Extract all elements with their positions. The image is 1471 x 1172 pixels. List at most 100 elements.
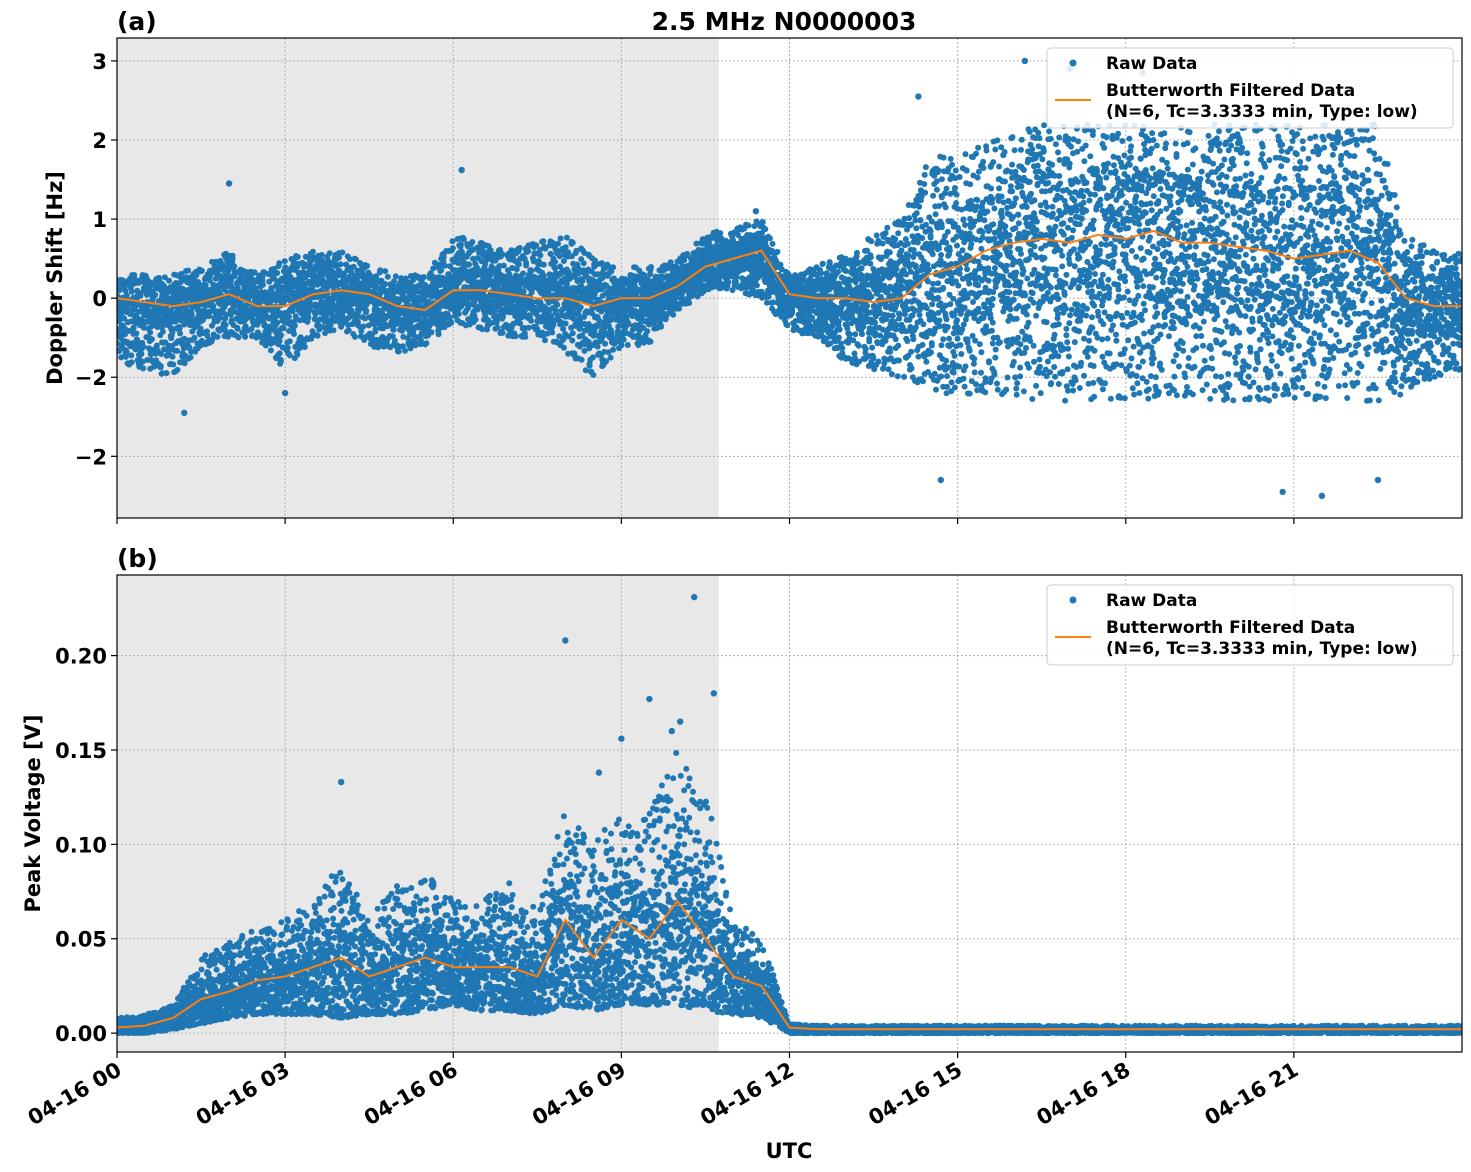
raw-data-point xyxy=(223,311,230,318)
raw-data-point xyxy=(402,347,408,354)
raw-data-point xyxy=(140,365,147,372)
raw-data-point xyxy=(186,344,193,351)
raw-data-point xyxy=(339,249,346,256)
raw-data-point xyxy=(128,288,135,295)
raw-data-point xyxy=(610,346,617,353)
raw-data-point xyxy=(286,338,293,345)
raw-data-point xyxy=(469,239,476,245)
raw-data-point xyxy=(809,314,815,321)
raw-data-point xyxy=(348,269,355,276)
raw-data-point xyxy=(557,235,564,242)
raw-data-point xyxy=(157,362,164,369)
raw-data-point xyxy=(291,257,297,264)
raw-data-point xyxy=(169,329,176,336)
raw-data-point xyxy=(647,338,654,345)
raw-data-point xyxy=(277,291,284,298)
raw-data-point xyxy=(540,238,547,245)
raw-data-point xyxy=(717,230,724,237)
y-tick-label: 3 xyxy=(92,50,107,74)
raw-data-point xyxy=(138,351,145,357)
raw-data-point xyxy=(305,314,312,321)
raw-data-point xyxy=(449,238,456,245)
raw-data-point xyxy=(169,353,176,360)
raw-data-point xyxy=(140,324,147,331)
raw-data-point xyxy=(291,331,297,337)
raw-data-point xyxy=(193,271,200,278)
raw-data-point xyxy=(438,267,445,274)
raw-data-point xyxy=(123,292,130,299)
raw-data-point xyxy=(523,262,530,269)
raw-data-point xyxy=(286,352,293,359)
raw-data-point xyxy=(309,328,316,335)
raw-data-point xyxy=(658,323,665,330)
raw-data-point xyxy=(222,322,229,328)
y-tick-label: −2 xyxy=(75,445,107,469)
raw-data-point xyxy=(579,278,586,284)
raw-data-point xyxy=(610,264,617,271)
raw-data-point xyxy=(153,342,160,349)
raw-data-point xyxy=(624,342,631,348)
raw-data-point xyxy=(455,310,462,317)
raw-data-point xyxy=(494,324,501,331)
raw-data-point xyxy=(759,219,766,226)
raw-data-point xyxy=(374,306,381,313)
raw-data-point xyxy=(515,261,522,268)
raw-data-point xyxy=(358,328,365,335)
raw-data-point xyxy=(130,324,137,331)
raw-data-point xyxy=(210,281,217,288)
raw-data-point xyxy=(336,254,342,261)
raw-data-point xyxy=(280,325,287,332)
raw-data-point xyxy=(137,292,144,299)
raw-data-point xyxy=(251,269,258,276)
raw-data-point xyxy=(289,308,296,315)
raw-data-point xyxy=(580,260,587,267)
raw-data-point xyxy=(329,312,336,319)
raw-data-point xyxy=(525,248,532,255)
raw-data-point xyxy=(449,245,456,252)
raw-data-point xyxy=(520,270,527,277)
raw-data-point xyxy=(363,307,370,314)
figure-title: 2.5 MHz N0000003 xyxy=(652,7,917,36)
raw-data-point xyxy=(418,337,424,344)
raw-data-point xyxy=(278,332,284,338)
raw-data-point xyxy=(562,320,569,327)
raw-data-point xyxy=(428,329,435,336)
raw-data-point xyxy=(271,265,278,272)
raw-data-point xyxy=(198,267,205,274)
raw-data-point xyxy=(725,279,732,286)
raw-data-point xyxy=(185,267,192,274)
raw-data-point xyxy=(274,319,281,326)
raw-data-point xyxy=(552,307,559,314)
raw-data-point xyxy=(769,240,776,247)
raw-data-point xyxy=(314,332,321,339)
raw-data-point xyxy=(395,348,402,355)
raw-data-point xyxy=(499,329,506,336)
raw-data-point xyxy=(350,263,357,270)
raw-data-point xyxy=(512,333,519,340)
y-tick-label: 0 xyxy=(92,287,107,311)
raw-data-point xyxy=(166,277,173,284)
raw-data-point xyxy=(753,282,760,289)
raw-data-point xyxy=(364,262,371,269)
raw-data-point xyxy=(294,254,301,260)
raw-data-point xyxy=(326,250,333,257)
raw-data-point xyxy=(540,261,547,268)
raw-data-point xyxy=(235,334,242,341)
raw-data-point xyxy=(549,329,556,336)
raw-data-point xyxy=(392,273,399,280)
raw-data-point xyxy=(578,356,585,363)
raw-data-point xyxy=(231,263,238,270)
raw-data-point xyxy=(577,304,584,311)
raw-data-point xyxy=(423,340,430,347)
raw-data-point xyxy=(745,222,752,229)
raw-data-point xyxy=(296,317,303,324)
raw-data-point xyxy=(128,359,135,366)
raw-data-point xyxy=(306,297,313,304)
raw-data-point xyxy=(575,265,582,272)
raw-data-point xyxy=(552,259,559,265)
raw-data-point xyxy=(382,281,389,287)
raw-data-point xyxy=(563,234,570,241)
raw-data-point xyxy=(181,335,188,342)
raw-data-point xyxy=(556,253,563,260)
raw-data-point xyxy=(278,357,284,364)
